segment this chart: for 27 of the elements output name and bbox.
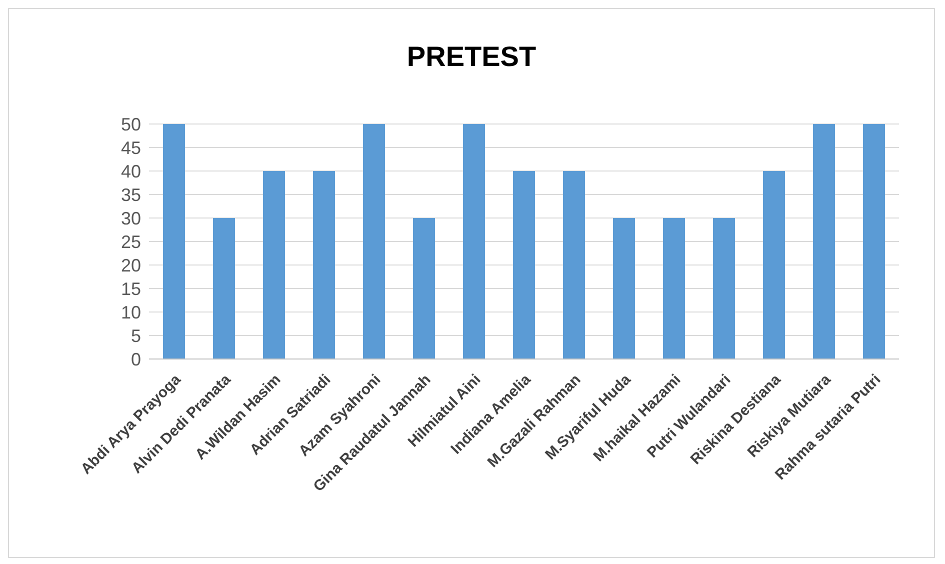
bar [813,124,835,359]
bar [363,124,385,359]
y-tick-label: 25 [120,232,141,252]
bar [163,124,185,359]
y-tick-label: 5 [130,326,141,346]
bar [563,171,585,359]
y-tick-label: 40 [120,161,141,182]
y-tick-label: 45 [120,138,141,158]
bar [413,218,435,359]
y-tick-label: 35 [120,184,141,205]
chart-title: PRETEST [406,41,538,73]
y-tick-label: 0 [130,349,141,370]
bar [313,171,335,359]
bar [663,218,685,359]
y-tick-label: 20 [120,255,141,276]
bar [463,124,485,359]
bar [263,171,285,359]
y-tick-label: 15 [120,278,141,299]
y-tick-label: 10 [120,302,141,322]
y-tick-label: 50 [120,114,141,134]
bar [513,171,535,359]
bar [763,171,785,359]
bar [613,218,635,359]
bar [213,218,235,359]
y-tick-label: 30 [120,208,141,228]
bar [713,218,735,359]
bar [863,124,885,359]
